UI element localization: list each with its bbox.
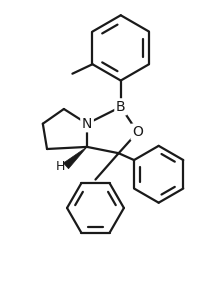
Text: N: N (82, 117, 92, 131)
Text: B: B (116, 100, 126, 114)
Text: H: H (56, 160, 66, 173)
Polygon shape (63, 147, 87, 169)
Text: O: O (132, 125, 143, 139)
